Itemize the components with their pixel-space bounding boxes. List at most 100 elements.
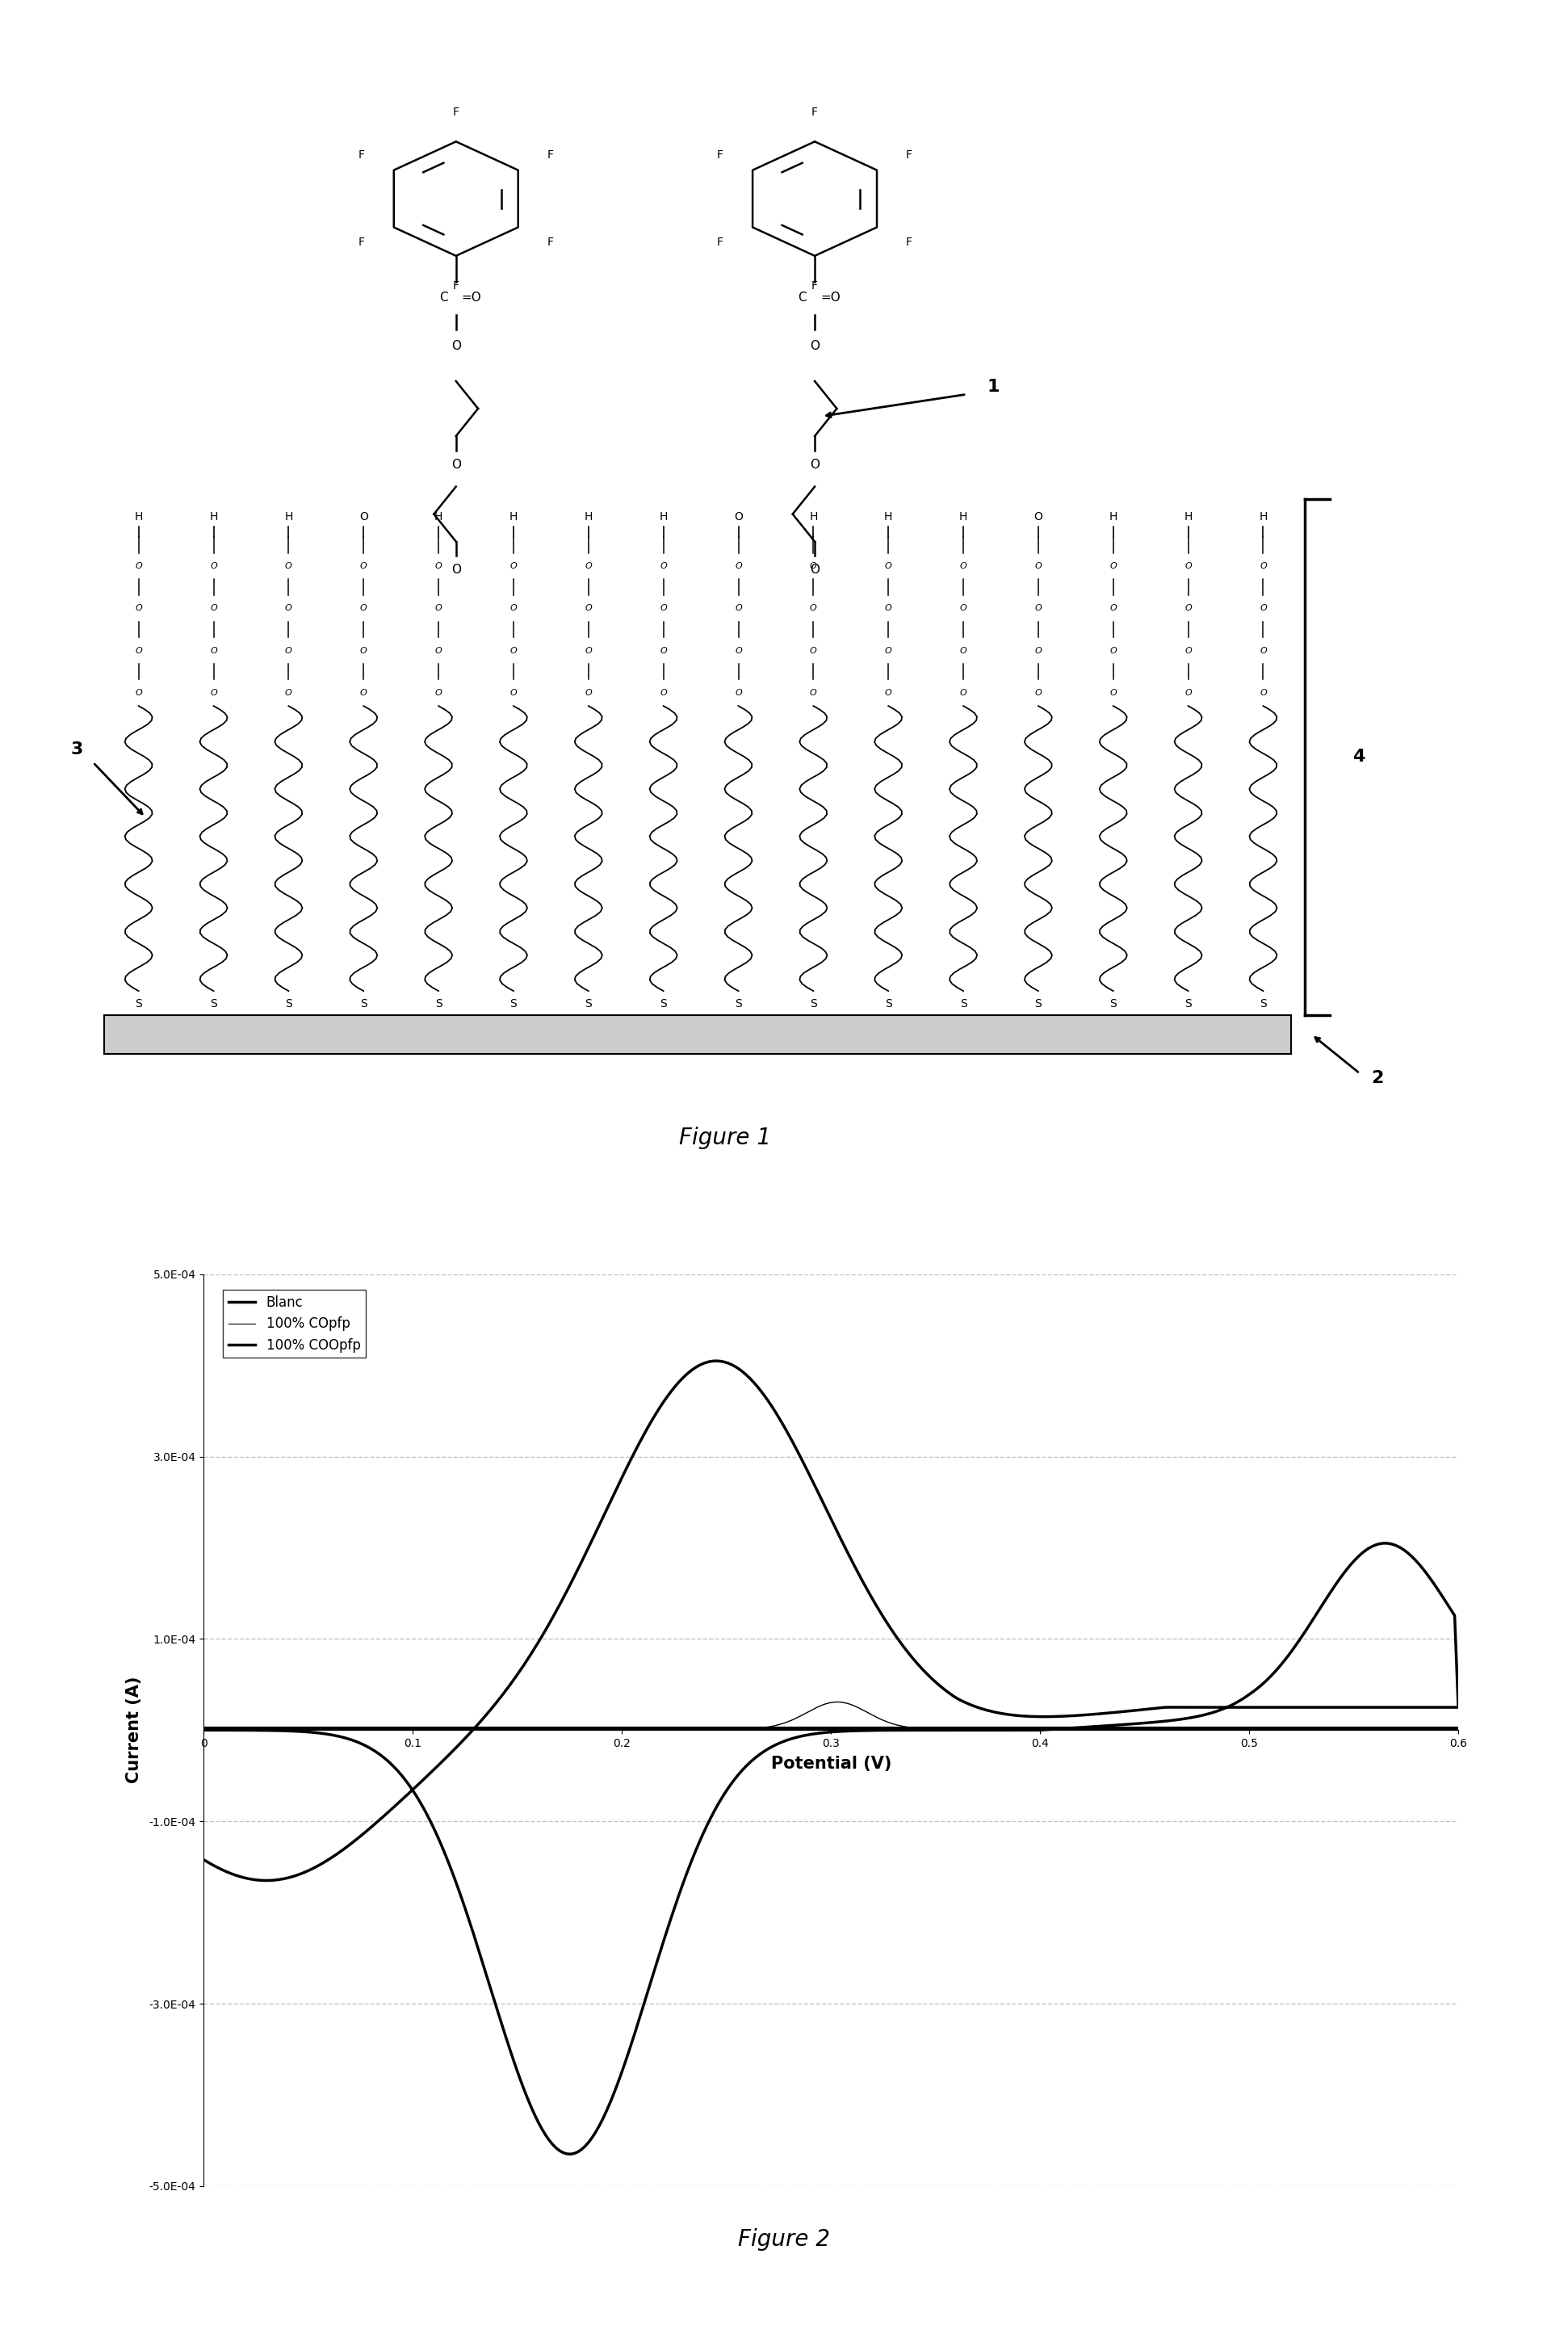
Text: O: O [660,561,666,570]
Text: 1: 1 [988,379,1000,395]
Text: C: C [439,292,448,304]
Text: =O: =O [461,292,481,304]
Text: O: O [434,690,442,697]
Text: O: O [735,690,742,697]
Text: S: S [361,998,367,1010]
Text: O: O [1110,690,1116,697]
Text: F: F [359,236,365,248]
Text: H: H [434,512,442,524]
Text: O: O [1110,603,1116,613]
Text: S: S [210,998,216,1010]
Text: O: O [1259,603,1267,613]
Text: O: O [960,603,967,613]
Text: S: S [135,998,143,1010]
Text: S: S [660,998,666,1010]
Text: O: O [452,563,461,575]
Text: F: F [812,105,818,117]
Text: O: O [660,603,666,613]
Text: F: F [717,150,723,161]
Text: Figure 2: Figure 2 [739,2228,829,2251]
Text: O: O [361,603,367,613]
Text: O: O [660,648,666,655]
Text: H: H [210,512,218,524]
Text: O: O [884,603,892,613]
Text: Figure 1: Figure 1 [679,1127,771,1150]
Text: O: O [135,603,143,613]
Text: F: F [906,236,913,248]
Text: O: O [510,690,517,697]
Text: O: O [135,561,143,570]
Text: O: O [811,563,820,575]
Text: S: S [1035,998,1041,1010]
Text: F: F [812,281,818,292]
Text: O: O [585,648,593,655]
Text: O: O [510,648,517,655]
Text: S: S [285,998,292,1010]
Text: O: O [285,603,292,613]
Text: O: O [210,648,216,655]
Text: O: O [1035,690,1041,697]
Text: S: S [735,998,742,1010]
Text: F: F [547,150,554,161]
Text: F: F [359,150,365,161]
Text: O: O [809,561,817,570]
Text: O: O [359,512,368,524]
Text: H: H [1109,512,1118,524]
Text: H: H [659,512,668,524]
Text: O: O [434,603,442,613]
Text: O: O [735,603,742,613]
Text: H: H [585,512,593,524]
Text: O: O [361,561,367,570]
Text: O: O [434,648,442,655]
Text: 3: 3 [71,741,83,758]
Text: S: S [809,998,817,1010]
Text: F: F [453,281,459,292]
Text: O: O [1259,648,1267,655]
Text: F: F [906,150,913,161]
Text: O: O [285,690,292,697]
Text: O: O [960,648,967,655]
Text: S: S [960,998,967,1010]
Text: O: O [135,648,143,655]
Text: O: O [884,648,892,655]
Text: C: C [798,292,806,304]
Text: H: H [510,512,517,524]
Text: O: O [811,339,820,353]
Text: O: O [1033,512,1043,524]
Text: H: H [1184,512,1192,524]
Text: O: O [361,690,367,697]
Text: O: O [510,603,517,613]
Text: O: O [1259,561,1267,570]
Text: O: O [884,561,892,570]
Text: O: O [210,561,216,570]
Text: S: S [1110,998,1116,1010]
Text: S: S [1259,998,1267,1010]
Text: O: O [1185,690,1192,697]
Text: O: O [809,690,817,697]
Text: F: F [453,105,459,117]
Text: O: O [1185,648,1192,655]
Text: O: O [1035,561,1041,570]
Text: F: F [717,236,723,248]
Text: O: O [960,690,967,697]
Text: O: O [585,603,593,613]
Text: O: O [1035,603,1041,613]
Text: O: O [1185,561,1192,570]
Text: F: F [547,236,554,248]
Text: S: S [434,998,442,1010]
Text: O: O [809,603,817,613]
Text: O: O [1110,648,1116,655]
Text: O: O [285,561,292,570]
Text: H: H [809,512,817,524]
Text: O: O [434,561,442,570]
Text: O: O [585,561,593,570]
Text: S: S [884,998,892,1010]
Text: H: H [135,512,143,524]
Text: O: O [734,512,743,524]
Text: O: O [510,561,517,570]
Text: O: O [735,561,742,570]
Text: O: O [660,690,666,697]
Text: O: O [135,690,143,697]
Text: O: O [735,648,742,655]
Text: =O: =O [820,292,840,304]
